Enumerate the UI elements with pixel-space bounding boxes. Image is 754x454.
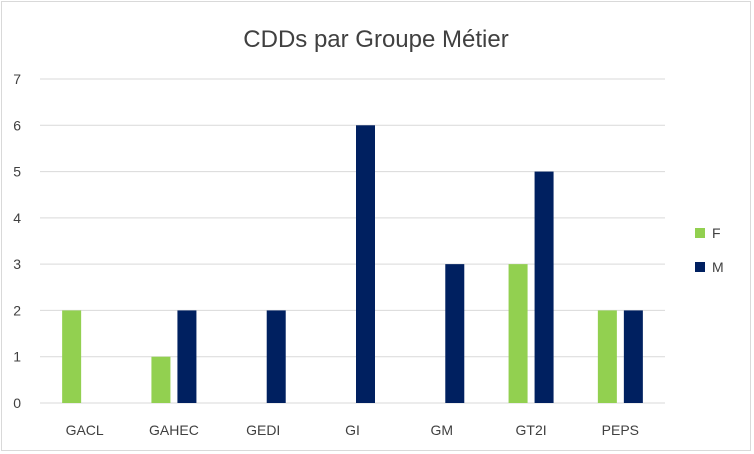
bar-M-GEDI [266,310,286,403]
legend: FM [695,225,724,275]
y-tick-label: 1 [13,349,21,365]
gridlines [40,78,665,404]
bar-M-GM [445,264,465,403]
y-tick-label: 4 [13,210,21,226]
legend-swatch-F [695,228,705,238]
legend-label-F: F [712,225,721,241]
x-tick-label: GT2I [516,422,547,438]
bar-F-PEPS [597,310,617,403]
x-axis-ticks: GACL GAHEC GEDI GI GM GT2I PEPS [66,422,639,438]
bars [62,125,643,404]
y-tick-label: 6 [13,117,21,133]
x-tick-label: GAHEC [149,422,199,438]
legend-label-M: M [712,259,724,275]
y-tick-label: 0 [13,395,21,411]
chart-title: CDDs par Groupe Métier [243,26,508,53]
legend-swatch-M [695,262,705,272]
x-tick-label: PEPS [602,422,639,438]
bar-F-GAHEC [151,356,171,403]
x-tick-label: GM [431,422,454,438]
x-tick-label: GACL [66,422,104,438]
y-tick-label: 7 [13,71,21,87]
bar-M-GT2I [534,171,554,403]
bar-F-GACL [62,310,82,403]
bar-M-GAHEC [177,310,197,403]
bar-M-PEPS [623,310,643,403]
y-tick-label: 3 [13,256,21,272]
bar-F-GT2I [508,264,528,403]
y-axis-ticks: 0 1 2 3 4 5 6 7 [13,71,21,411]
x-tick-label: GI [345,422,360,438]
bar-M-GI [356,125,375,404]
y-tick-label: 5 [13,164,21,180]
y-tick-label: 2 [13,302,21,318]
x-tick-label: GEDI [246,422,280,438]
